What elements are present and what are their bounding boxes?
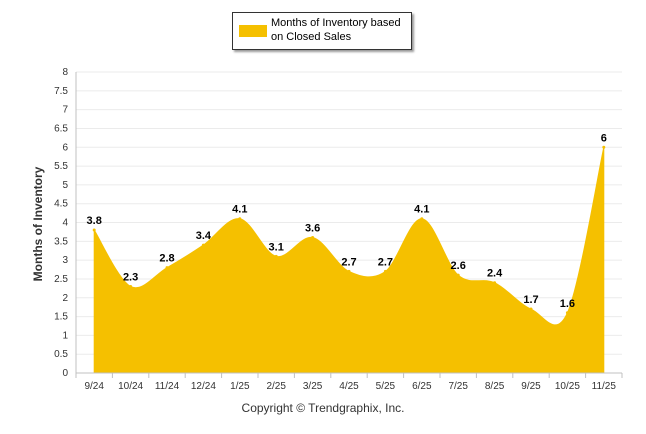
data-label: 4.1 (414, 204, 429, 216)
x-tick-label: 9/25 (521, 381, 541, 392)
data-label: 1.7 (523, 294, 538, 306)
x-tick-label: 12/24 (191, 381, 216, 392)
legend: Months of Inventory based on Closed Sale… (232, 12, 412, 50)
x-tick-label: 2/25 (266, 381, 286, 392)
data-label: 2.8 (159, 253, 174, 265)
data-label: 3.1 (269, 241, 284, 253)
data-point (602, 145, 606, 149)
data-label: 1.6 (560, 298, 575, 310)
y-tick-label: 4.5 (54, 199, 68, 210)
x-tick-label: 11/24 (155, 381, 180, 392)
y-tick-label: 5.5 (54, 161, 68, 172)
data-point (274, 254, 278, 258)
y-tick-label: 3 (62, 255, 68, 266)
x-tick-label: 11/25 (592, 381, 617, 392)
y-tick-label: 6.5 (54, 123, 68, 134)
data-label: 3.4 (196, 230, 212, 242)
data-label: 3.8 (87, 215, 102, 227)
data-point (92, 228, 96, 232)
data-point (347, 269, 351, 273)
copyright-text: Copyright © Trendgraphix, Inc. (241, 401, 405, 415)
series-area-path (93, 147, 605, 374)
data-point (129, 284, 133, 288)
y-tick-label: 0.5 (54, 349, 68, 360)
data-label: 4.1 (232, 204, 247, 216)
data-point (529, 307, 533, 311)
data-label: 2.3 (123, 271, 138, 283)
x-tick-label: 10/24 (118, 381, 143, 392)
legend-label-line-1: Months of Inventory based (271, 17, 401, 29)
series-area (92, 145, 606, 374)
y-tick-label: 6 (62, 142, 68, 153)
data-point (238, 217, 242, 221)
legend-label-line-2: on Closed Sales (271, 31, 352, 43)
data-point (493, 281, 497, 285)
x-tick-label: 5/25 (376, 381, 396, 392)
data-point (420, 217, 424, 221)
y-tick-label: 5 (62, 180, 68, 191)
y-tick-label: 4 (62, 218, 68, 229)
axes: 0 0.5 1 1.5 2 2.5 3 3.5 4 4.5 5 5.5 6 6.5 7 7.5 8 9/24 10/… (54, 67, 623, 392)
x-tick-label: 10/25 (555, 381, 580, 392)
data-point (565, 311, 569, 315)
x-tick-label: 1/25 (230, 381, 250, 392)
data-label: 2.6 (451, 260, 466, 272)
y-tick-label: 2.5 (54, 274, 68, 285)
data-point (456, 273, 460, 277)
y-tick-label: 2 (62, 293, 68, 304)
data-point (201, 243, 205, 247)
x-tick-label: 8/25 (485, 381, 505, 392)
data-point (383, 269, 387, 273)
x-tick-label: 6/25 (412, 381, 432, 392)
y-tick-label: 1 (62, 330, 68, 341)
y-tick-label: 3.5 (54, 236, 68, 247)
data-point (311, 236, 315, 240)
y-axis-title: Months of Inventory (31, 166, 45, 281)
legend-label: Months of Inventory based on Closed Sale… (271, 16, 409, 44)
x-tick-label: 7/25 (448, 381, 468, 392)
data-labels: 3.8 2.3 2.8 3.4 4.1 3.1 3.6 2.7 2.7 4.1 2.6 2.4 1.7 1… (87, 132, 607, 310)
y-tick-label: 7.5 (54, 86, 68, 97)
x-tick-label: 3/25 (303, 381, 323, 392)
x-tick-label: 9/24 (84, 381, 104, 392)
legend-swatch (239, 25, 267, 37)
data-label: 2.4 (487, 268, 503, 280)
y-tick-label: 0 (62, 368, 68, 379)
y-tick-label: 7 (62, 105, 68, 116)
y-tick-label: 8 (62, 67, 68, 78)
data-point (165, 266, 169, 270)
data-label: 3.6 (305, 223, 320, 235)
y-tick-label: 1.5 (54, 312, 68, 323)
data-label: 2.7 (341, 256, 356, 268)
data-label: 6 (601, 132, 607, 144)
data-label: 2.7 (378, 256, 393, 268)
x-tick-label: 4/25 (339, 381, 359, 392)
